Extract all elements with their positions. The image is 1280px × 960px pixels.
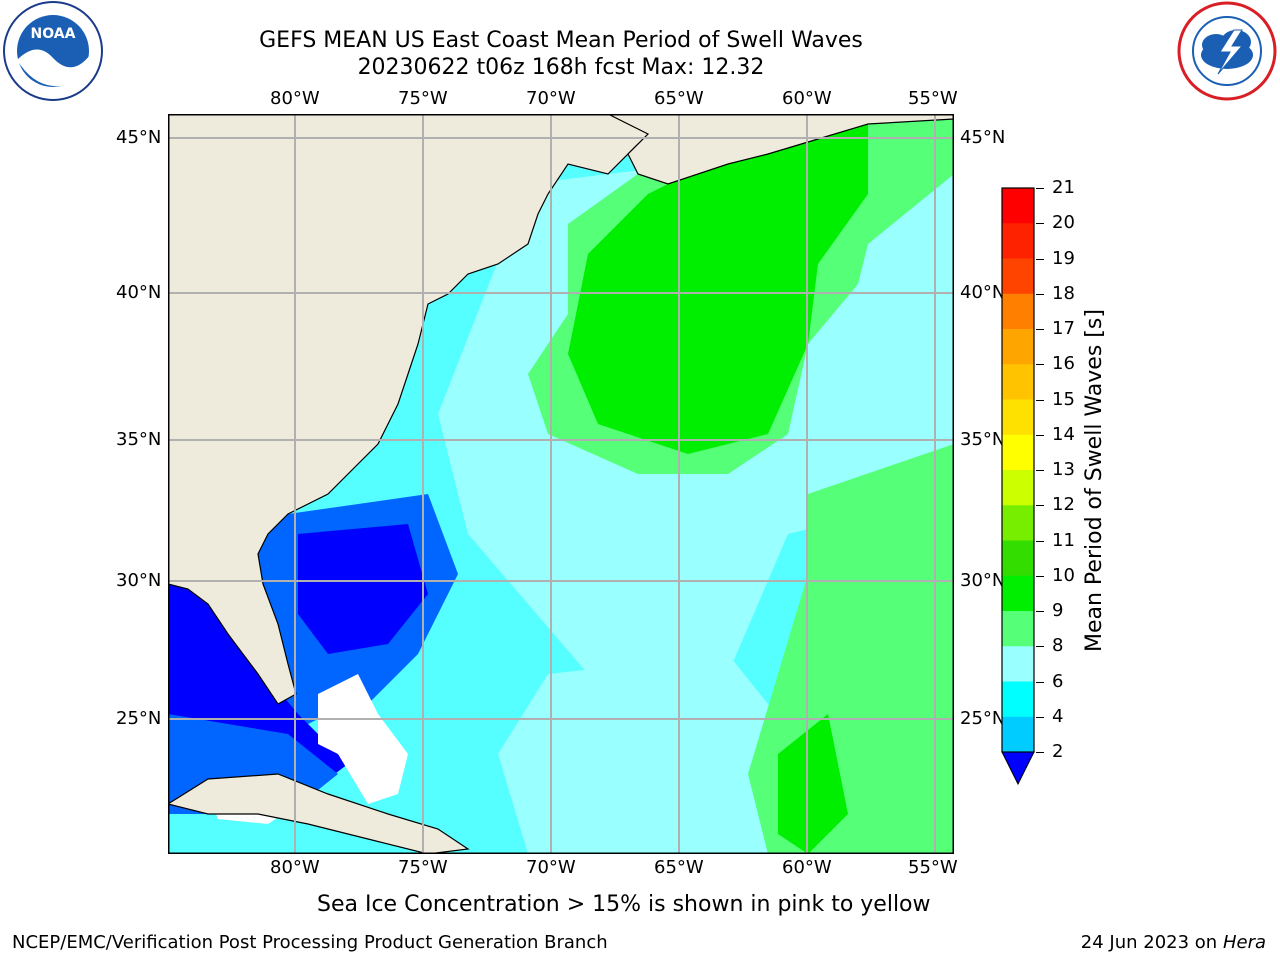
colorbar-segment (1002, 575, 1034, 612)
colorbar-tick-mark (1036, 293, 1044, 295)
colorbar-tick-mark (1036, 470, 1044, 471)
lon-label-top-70w: 70°W (526, 88, 576, 109)
lat-label-right-30n: 30°N (960, 570, 1006, 591)
run-date: 24 Jun 2023 on Hera (1081, 934, 1266, 952)
lat-label-left-30n: 30°N (116, 570, 162, 591)
swell-zone-10-11-east (778, 714, 848, 854)
colorbar-label: Mean Period of Swell Waves [s] (1082, 309, 1107, 652)
swell-zone-8-9-south (498, 654, 808, 854)
colorbar-tick-mark (1036, 434, 1044, 436)
run-host: Hera (1222, 932, 1266, 953)
nws-logo (1176, 0, 1278, 102)
colorbar-segment (1002, 434, 1034, 471)
colorbar-segment (1002, 188, 1034, 224)
colorbar-tick-mark (1036, 681, 1044, 683)
colorbar-segment (1002, 223, 1034, 259)
us-land (168, 114, 689, 705)
lat-label-right-45n: 45°N (960, 127, 1006, 148)
colorbar-tick-mark (1036, 716, 1044, 718)
lon-label-bottom-70w: 70°W (526, 857, 576, 878)
colorbar-segment (1002, 470, 1034, 506)
run-date-text: 24 Jun 2023 on (1080, 932, 1218, 953)
lat-label-left-35n: 35°N (116, 429, 162, 450)
noaa-logo: NOAA (2, 0, 104, 102)
colorbar-tick-label: 18 (1052, 282, 1075, 304)
canada-land (607, 114, 954, 185)
colorbar-tick-label: 20 (1052, 212, 1075, 234)
lat-label-right-35n: 35°N (960, 429, 1006, 450)
colorbar-tick-label: 8 (1052, 635, 1064, 657)
lon-label-top-75w: 75°W (398, 88, 448, 109)
colorbar-segment (1002, 293, 1034, 330)
colorbar-tick-mark (1036, 329, 1044, 330)
colorbar-tick-label: 13 (1052, 459, 1075, 480)
colorbar-segment (1002, 611, 1034, 647)
colorbar-tick-mark (1036, 364, 1044, 366)
map-plot (168, 114, 954, 854)
colorbar-tick-mark (1036, 505, 1044, 507)
org-credit: NCEP/EMC/Verification Post Processing Pr… (12, 932, 608, 953)
swell-zone-10-11-north (568, 124, 868, 454)
colorbar-segment (1002, 505, 1034, 541)
colorbar-segment (1002, 329, 1034, 365)
colorbar-tick-mark (1036, 611, 1044, 612)
colorbar-tick-label: 19 (1052, 247, 1075, 269)
colorbar-tick-mark (1036, 258, 1044, 260)
colorbar-tick-label: 11 (1052, 529, 1075, 551)
lat-label-left-25n: 25°N (116, 708, 162, 729)
lat-label-right-25n: 25°N (960, 708, 1006, 729)
colorbar-tick-mark (1036, 540, 1044, 542)
colorbar-tick-mark (1036, 223, 1044, 225)
sea-ice-note: Sea Ice Concentration > 15% is shown in … (317, 892, 931, 917)
chart-title-line1: GEFS MEAN US East Coast Mean Period of S… (259, 28, 863, 53)
noaa-logo-text: NOAA (31, 26, 76, 42)
colorbar-segment (1002, 716, 1034, 753)
lon-label-top-55w: 55°W (908, 88, 958, 109)
colorbar-tick-label: 17 (1052, 318, 1075, 339)
colorbar-tick-label: 9 (1052, 600, 1064, 621)
colorbar-segment (1002, 258, 1034, 295)
lon-label-bottom-60w: 60°W (782, 857, 832, 878)
colorbar-segment (1002, 681, 1034, 718)
colorbar-tick-mark (1036, 752, 1044, 753)
colorbar-tick-label: 2 (1052, 741, 1064, 762)
colorbar-outline (1001, 187, 1035, 753)
colorbar-tick-mark (1036, 188, 1044, 189)
bahamas-white (318, 674, 408, 804)
chart-title-line2: 20230622 t06z 168h fcst Max: 12.32 (357, 55, 765, 80)
colorbar-tick-mark (1036, 399, 1044, 401)
cuba-land (168, 773, 470, 854)
colorbar-segment (1002, 399, 1034, 436)
colorbar-tick-label: 16 (1052, 353, 1075, 375)
colorbar-tick-label: 15 (1052, 388, 1075, 410)
colorbar-tick-mark (1036, 575, 1044, 577)
colorbar-tick-label: 21 (1052, 177, 1075, 198)
colorbar-tick-label: 10 (1052, 564, 1075, 586)
lon-label-top-60w: 60°W (782, 88, 832, 109)
colorbar-tick-label: 4 (1052, 705, 1064, 727)
colorbar-segment (1002, 646, 1034, 682)
colorbar (1001, 187, 1035, 786)
gridlines (168, 114, 954, 854)
lon-label-bottom-75w: 75°W (398, 857, 448, 878)
colorbar-tick-label: 12 (1052, 494, 1075, 516)
colorbar-segment (1002, 364, 1034, 400)
lon-label-bottom-80w: 80°W (270, 857, 320, 878)
lon-label-bottom-55w: 55°W (908, 857, 958, 878)
colorbar-tick-mark (1036, 646, 1044, 648)
colorbar-segment (1002, 540, 1034, 577)
lon-label-bottom-65w: 65°W (654, 857, 704, 878)
lon-label-top-80w: 80°W (270, 88, 320, 109)
lat-label-left-45n: 45°N (116, 127, 162, 148)
lon-label-top-65w: 65°W (654, 88, 704, 109)
swell-zone-2-4-sw (298, 524, 428, 654)
colorbar-tick-label: 6 (1052, 670, 1064, 692)
colorbar-tick-label: 14 (1052, 423, 1075, 445)
lat-label-right-40n: 40°N (960, 282, 1006, 303)
colorbar-extend-triangle (1001, 751, 1035, 786)
lat-label-left-40n: 40°N (116, 282, 162, 303)
